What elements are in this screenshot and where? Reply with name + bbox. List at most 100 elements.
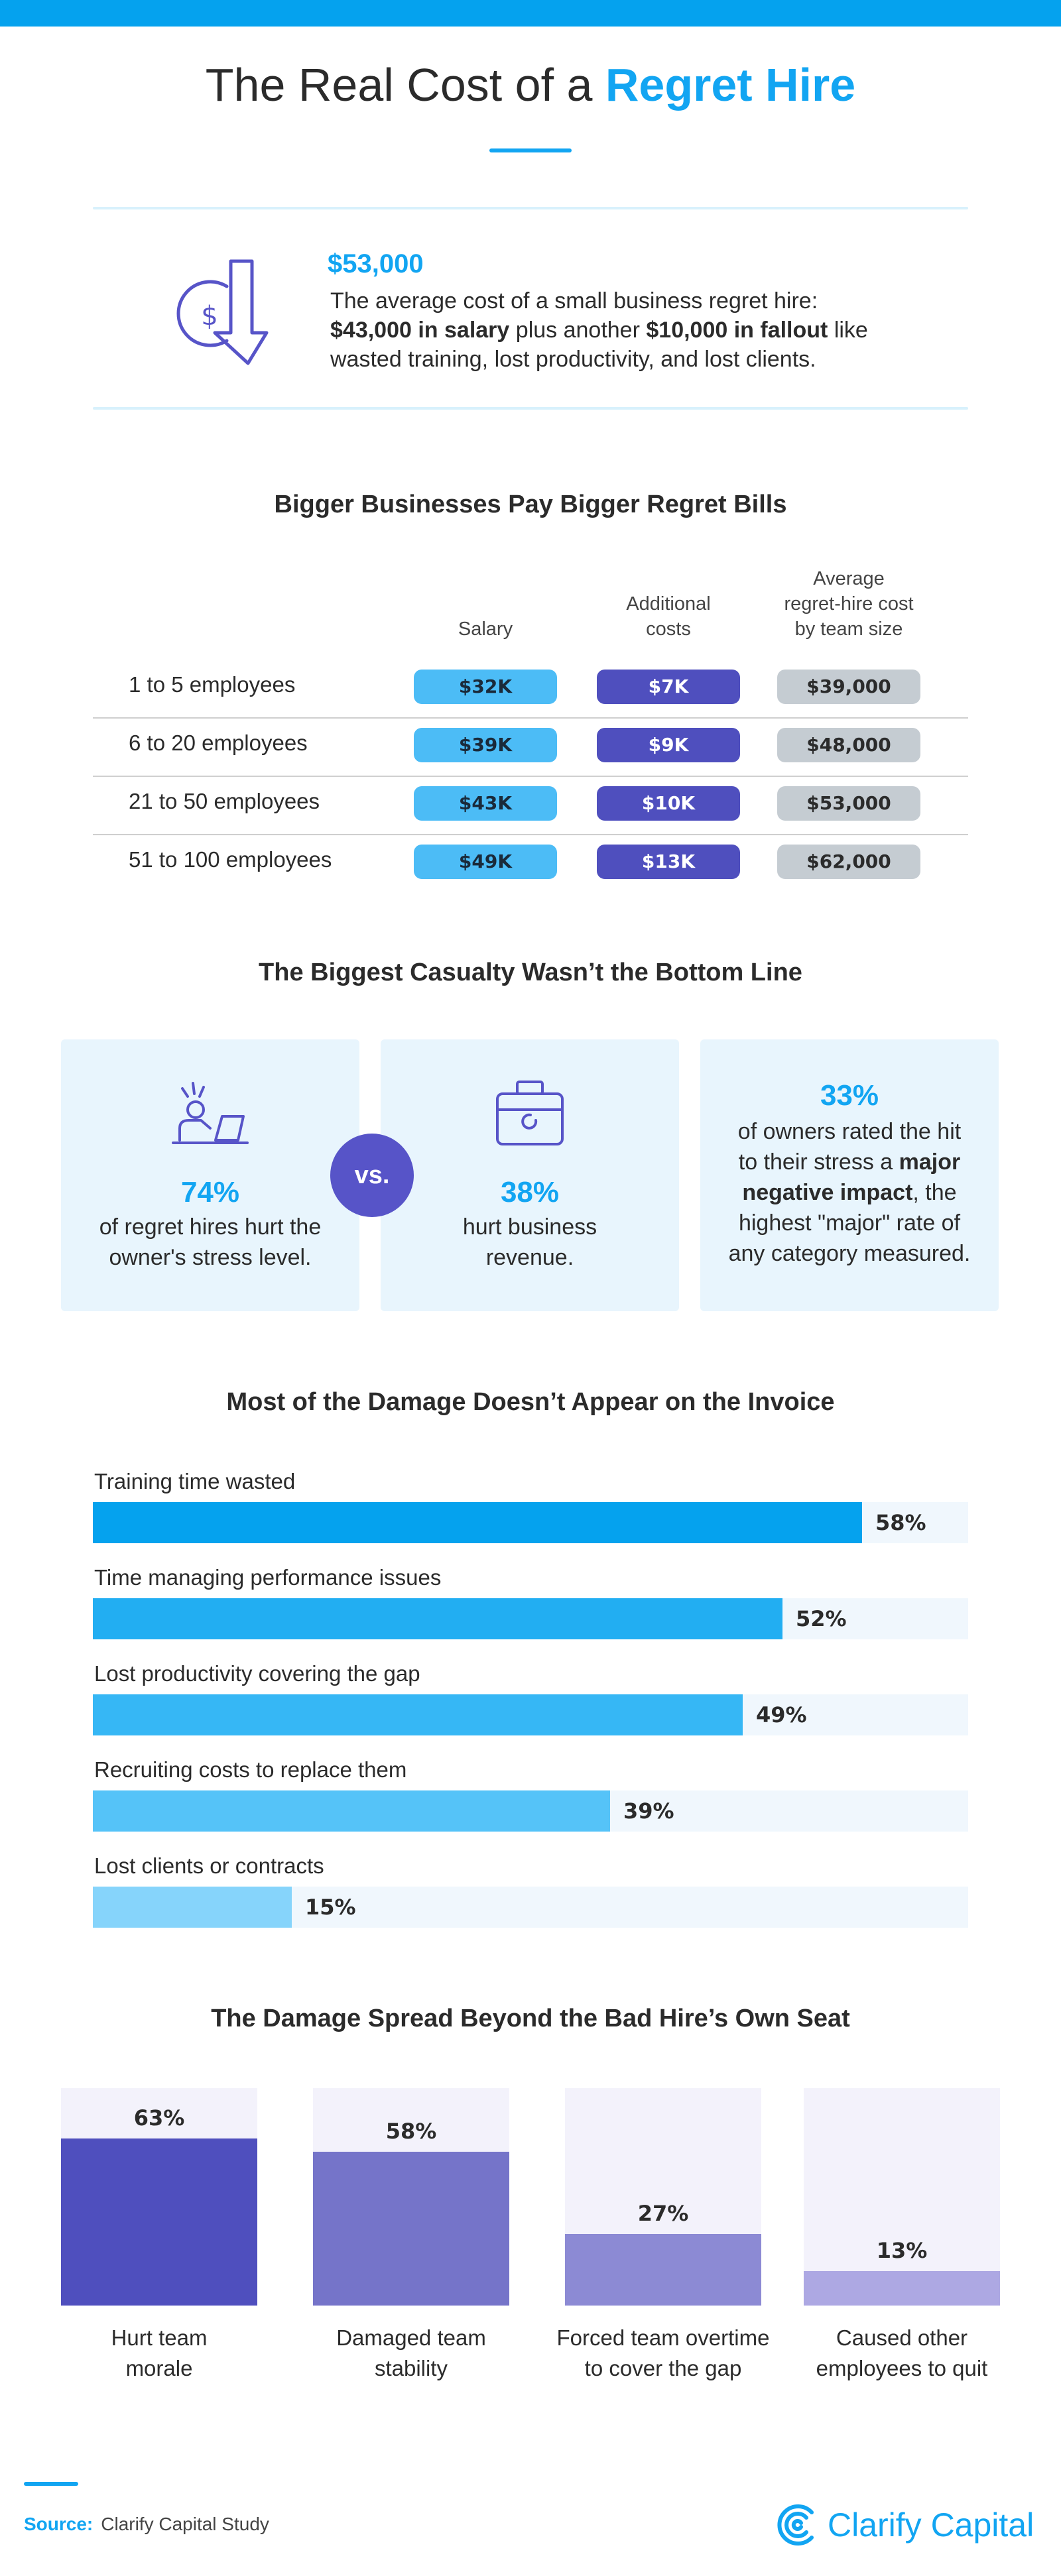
revenue-text-line1: hurt business xyxy=(462,1214,597,1240)
column-bar xyxy=(313,2152,509,2306)
column-category-label: Forced team overtime to cover the gap xyxy=(550,2323,776,2384)
bar xyxy=(93,1790,610,1832)
average-pill: $62,000 xyxy=(777,845,920,879)
intro-bottom-divider xyxy=(93,407,968,410)
header-additional-line2: costs xyxy=(646,618,691,640)
bar xyxy=(93,1887,292,1928)
header-additional: Additional costs xyxy=(582,591,755,642)
column-track: 27% xyxy=(565,2088,761,2306)
row-divider xyxy=(93,834,968,835)
header-additional-line1: Additional xyxy=(626,593,711,615)
title-plain: The Real Cost of a xyxy=(205,59,593,111)
column-category-line: Caused other xyxy=(836,2325,968,2350)
bar-value-label: 52% xyxy=(796,1606,847,1631)
stress-text-line1: of regret hires hurt the xyxy=(99,1214,322,1240)
major-impact-line1: of owners rated the hit xyxy=(737,1119,962,1144)
bar-track: 15% xyxy=(93,1887,968,1928)
bar xyxy=(93,1694,743,1735)
bar-track: 49% xyxy=(93,1694,968,1735)
average-pill: $53,000 xyxy=(777,786,920,821)
additional-pill: $7K xyxy=(597,670,740,704)
salary-pill: $43K xyxy=(414,786,557,821)
bar-track: 58% xyxy=(93,1502,968,1543)
row-label: 1 to 5 employees xyxy=(129,672,296,697)
column-category-line: Damaged team xyxy=(336,2325,486,2350)
bar-category-label: Time managing performance issues xyxy=(94,1565,442,1590)
title-accent: Regret Hire xyxy=(605,59,856,111)
revenue-pct: 38% xyxy=(500,1176,560,1208)
header-salary: Salary xyxy=(458,618,513,640)
column-category-line: employees to quit xyxy=(816,2356,988,2380)
stressed-person-at-desk-icon xyxy=(169,1079,251,1153)
column-value-label: 63% xyxy=(133,2105,185,2131)
column-track: 58% xyxy=(313,2088,509,2306)
bar-value-label: 39% xyxy=(623,1798,674,1824)
major-impact-line3: negative impact, the xyxy=(700,1177,999,1208)
stress-card: 74% of regret hires hurt the owner's str… xyxy=(61,1039,359,1311)
intro-text-salary: $43,000 in salary xyxy=(330,318,510,343)
column-category-line: morale xyxy=(125,2356,193,2380)
bar-track: 39% xyxy=(93,1790,968,1832)
footer-rule xyxy=(24,2482,78,2486)
row-label: 6 to 20 employees xyxy=(129,731,308,755)
column-track: 63% xyxy=(61,2088,257,2306)
revenue-text-line2: revenue. xyxy=(485,1245,574,1270)
average-pill: $48,000 xyxy=(777,728,920,762)
title-underline xyxy=(489,148,572,152)
major-impact-line4: highest "major" rate of xyxy=(738,1210,961,1236)
average-pill: $39,000 xyxy=(777,670,920,704)
salary-pill: $32K xyxy=(414,670,557,704)
intro-text-5: like wasted training, lost productivity,… xyxy=(330,318,868,372)
column-value-label: 13% xyxy=(876,2238,928,2263)
column-category-line: Hurt team xyxy=(111,2325,208,2350)
additional-pill: $9K xyxy=(597,728,740,762)
briefcase-icon xyxy=(493,1077,566,1149)
major-impact-text: of owners rated the hit to their stress … xyxy=(700,1116,999,1269)
clarify-capital-logo-icon xyxy=(775,2503,821,2547)
revenue-text: hurt business revenue. xyxy=(381,1212,679,1273)
header-average-line3: by team size xyxy=(794,618,903,640)
logo-text: Clarify Capital xyxy=(828,2506,1034,2544)
column-value-label: 58% xyxy=(385,2119,437,2144)
casualty-title: The Biggest Casualty Wasn’t the Bottom L… xyxy=(259,959,802,986)
major-impact-line2b: major xyxy=(899,1149,961,1175)
major-impact-line5: any category measured. xyxy=(728,1241,971,1266)
column-category-label: Damaged team stability xyxy=(298,2323,524,2384)
bar-category-label: Lost clients or contracts xyxy=(94,1853,324,1878)
salary-pill: $39K xyxy=(414,728,557,762)
svg-text:$: $ xyxy=(201,301,218,331)
column-bar xyxy=(61,2138,257,2306)
bar-category-label: Lost productivity covering the gap xyxy=(94,1661,420,1686)
intro-text: The average cost of a small business reg… xyxy=(330,286,940,374)
major-impact-line3a: negative impact xyxy=(742,1180,913,1205)
top-accent-bar xyxy=(0,0,1061,27)
major-impact-line2: to their stress a major xyxy=(700,1147,999,1177)
row-label: 51 to 100 employees xyxy=(129,847,332,872)
vs-badge: vs. xyxy=(330,1134,414,1217)
damage-title: Most of the Damage Doesn’t Appear on the… xyxy=(226,1388,835,1416)
header-average: Average regret-hire cost by team size xyxy=(756,566,942,642)
major-impact-card: 33% of owners rated the hit to their str… xyxy=(700,1039,999,1311)
intro-text-fallout: $10,000 in fallout xyxy=(646,318,828,343)
bar-category-label: Recruiting costs to replace them xyxy=(94,1757,407,1782)
intro-text-3: plus another xyxy=(515,318,640,343)
column-category-line: to cover the gap xyxy=(584,2356,742,2380)
column-category-line: Forced team overtime xyxy=(556,2325,770,2350)
column-bar xyxy=(804,2271,1000,2306)
header-average-line2: regret-hire cost xyxy=(784,593,914,615)
costs-title: Bigger Businesses Pay Bigger Regret Bill… xyxy=(274,491,787,518)
source-label: Source: xyxy=(24,2514,94,2534)
column-value-label: 27% xyxy=(637,2201,689,2226)
major-impact-line3b: , the xyxy=(912,1180,957,1205)
source-text: Clarify Capital Study xyxy=(101,2514,269,2534)
bar-value-label: 49% xyxy=(756,1702,807,1727)
intro-amount: $53,000 xyxy=(328,249,424,278)
major-impact-line2a: to their stress a xyxy=(738,1149,893,1175)
column-bar xyxy=(565,2234,761,2306)
column-category-line: stability xyxy=(374,2356,448,2380)
page-title: The Real Cost of a Regret Hire xyxy=(0,58,1061,111)
intro-top-divider xyxy=(93,207,968,209)
stress-text-line2: owner's stress level. xyxy=(109,1245,312,1270)
intro-text-1: The average cost of a small business reg… xyxy=(330,288,818,314)
revenue-card: 38% hurt business revenue. xyxy=(381,1039,679,1311)
